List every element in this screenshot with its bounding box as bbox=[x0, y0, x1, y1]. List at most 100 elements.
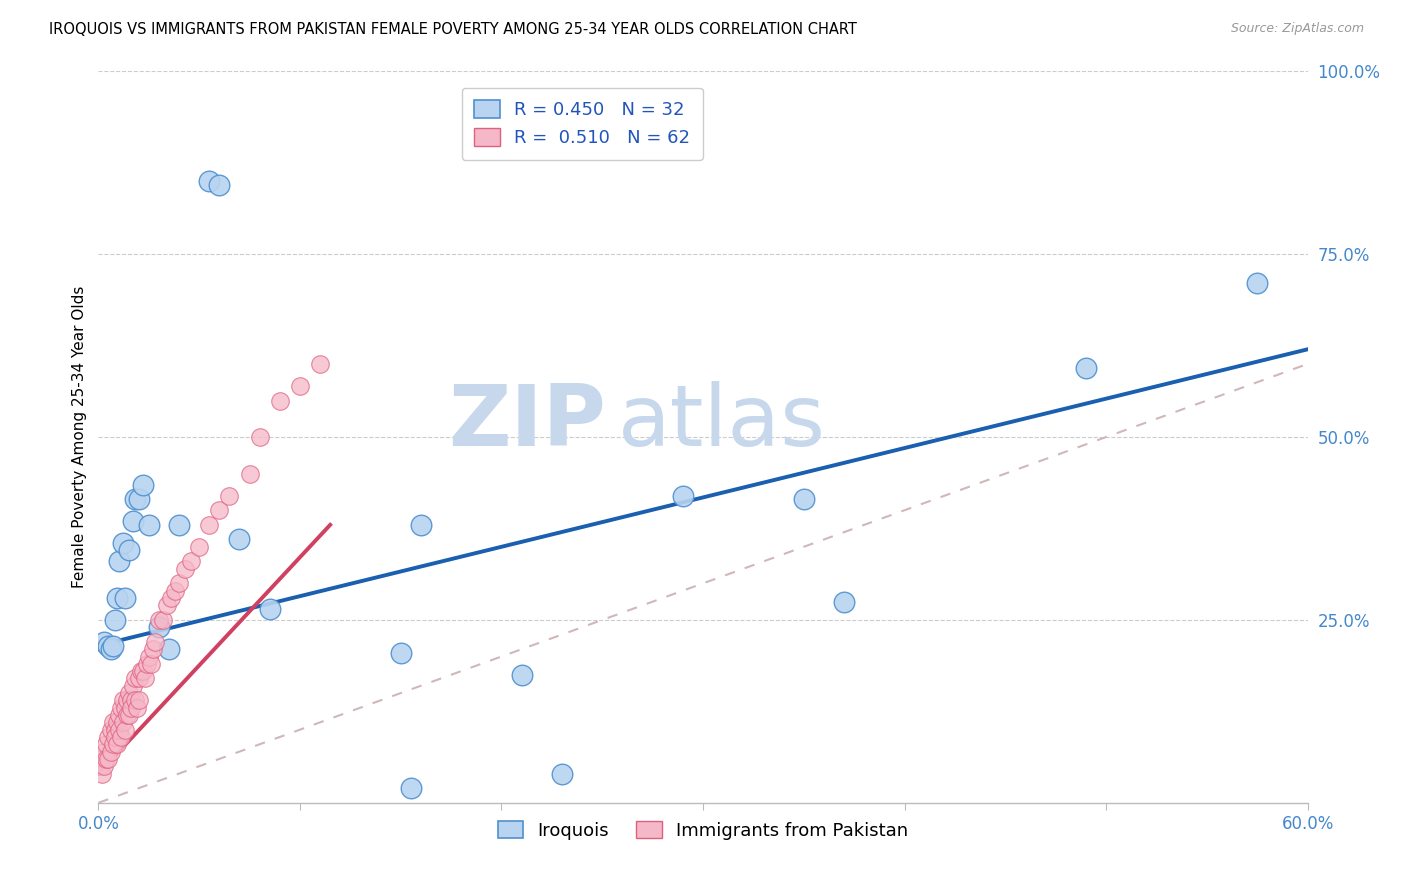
Point bbox=[139, 657, 162, 671]
Point bbox=[138, 517, 160, 532]
Text: ZIP: ZIP bbox=[449, 381, 606, 464]
Y-axis label: Female Poverty Among 25-34 Year Olds: Female Poverty Among 25-34 Year Olds bbox=[72, 286, 87, 588]
Point bbox=[107, 554, 129, 568]
Point bbox=[97, 639, 120, 653]
Point bbox=[1074, 360, 1097, 375]
Point bbox=[103, 730, 125, 744]
Point bbox=[124, 672, 146, 686]
Point bbox=[188, 540, 211, 554]
Point bbox=[510, 667, 533, 681]
Point bbox=[96, 752, 118, 766]
Point bbox=[115, 708, 138, 723]
Text: atlas: atlas bbox=[619, 381, 827, 464]
Point bbox=[832, 594, 855, 608]
Point bbox=[134, 672, 156, 686]
Point bbox=[208, 178, 231, 192]
Point bbox=[100, 642, 122, 657]
Point bbox=[174, 562, 197, 576]
Point bbox=[118, 708, 141, 723]
Point bbox=[93, 745, 115, 759]
Point bbox=[107, 708, 129, 723]
Point bbox=[100, 745, 122, 759]
Point bbox=[110, 730, 132, 744]
Point bbox=[309, 357, 332, 371]
Point bbox=[180, 554, 202, 568]
Point bbox=[132, 477, 155, 491]
Point bbox=[160, 591, 183, 605]
Point bbox=[120, 700, 142, 714]
Point bbox=[89, 759, 111, 773]
Point bbox=[152, 613, 174, 627]
Point bbox=[135, 657, 157, 671]
Point bbox=[101, 639, 124, 653]
Point bbox=[1246, 277, 1268, 291]
Point bbox=[157, 642, 180, 657]
Point bbox=[120, 693, 142, 707]
Point bbox=[114, 591, 136, 605]
Point bbox=[105, 715, 128, 730]
Point bbox=[111, 715, 134, 730]
Point bbox=[103, 613, 125, 627]
Point bbox=[269, 393, 291, 408]
Point bbox=[110, 700, 132, 714]
Point bbox=[198, 517, 221, 532]
Text: IROQUOIS VS IMMIGRANTS FROM PAKISTAN FEMALE POVERTY AMONG 25-34 YEAR OLDS CORREL: IROQUOIS VS IMMIGRANTS FROM PAKISTAN FEM… bbox=[49, 22, 858, 37]
Point bbox=[551, 766, 574, 780]
Point bbox=[129, 664, 152, 678]
Text: Source: ZipAtlas.com: Source: ZipAtlas.com bbox=[1230, 22, 1364, 36]
Point bbox=[163, 583, 186, 598]
Point bbox=[167, 576, 190, 591]
Point bbox=[156, 599, 179, 613]
Point bbox=[101, 715, 124, 730]
Point bbox=[118, 543, 141, 558]
Point bbox=[107, 723, 129, 737]
Point bbox=[91, 766, 114, 780]
Point bbox=[114, 723, 136, 737]
Point bbox=[96, 737, 118, 751]
Point bbox=[121, 679, 143, 693]
Point bbox=[793, 492, 815, 507]
Point bbox=[389, 646, 412, 660]
Point bbox=[103, 723, 125, 737]
Point bbox=[132, 664, 155, 678]
Point bbox=[399, 781, 422, 796]
Point bbox=[100, 723, 122, 737]
Point bbox=[115, 693, 138, 707]
Point bbox=[288, 379, 311, 393]
Point bbox=[138, 649, 160, 664]
Point bbox=[124, 492, 146, 507]
Point bbox=[228, 533, 250, 547]
Point bbox=[114, 700, 136, 714]
Point bbox=[198, 174, 221, 188]
Point bbox=[124, 693, 146, 707]
Point bbox=[91, 752, 114, 766]
Point bbox=[105, 737, 128, 751]
Point bbox=[409, 517, 432, 532]
Point bbox=[101, 737, 124, 751]
Point bbox=[128, 672, 150, 686]
Point bbox=[259, 602, 281, 616]
Point bbox=[239, 467, 262, 481]
Point bbox=[118, 686, 141, 700]
Point bbox=[218, 489, 240, 503]
Point bbox=[97, 752, 120, 766]
Point bbox=[93, 759, 115, 773]
Point bbox=[93, 635, 115, 649]
Point bbox=[208, 503, 231, 517]
Point bbox=[128, 492, 150, 507]
Point bbox=[128, 693, 150, 707]
Point bbox=[111, 536, 134, 550]
Point bbox=[97, 730, 120, 744]
Point bbox=[148, 620, 170, 634]
Point bbox=[148, 613, 170, 627]
Point bbox=[143, 635, 166, 649]
Legend: Iroquois, Immigrants from Pakistan: Iroquois, Immigrants from Pakistan bbox=[489, 812, 917, 848]
Point bbox=[121, 514, 143, 528]
Point bbox=[142, 642, 165, 657]
Point bbox=[111, 693, 134, 707]
Point bbox=[125, 700, 148, 714]
Point bbox=[167, 517, 190, 532]
Point bbox=[249, 430, 271, 444]
Point bbox=[105, 591, 128, 605]
Point bbox=[672, 489, 695, 503]
